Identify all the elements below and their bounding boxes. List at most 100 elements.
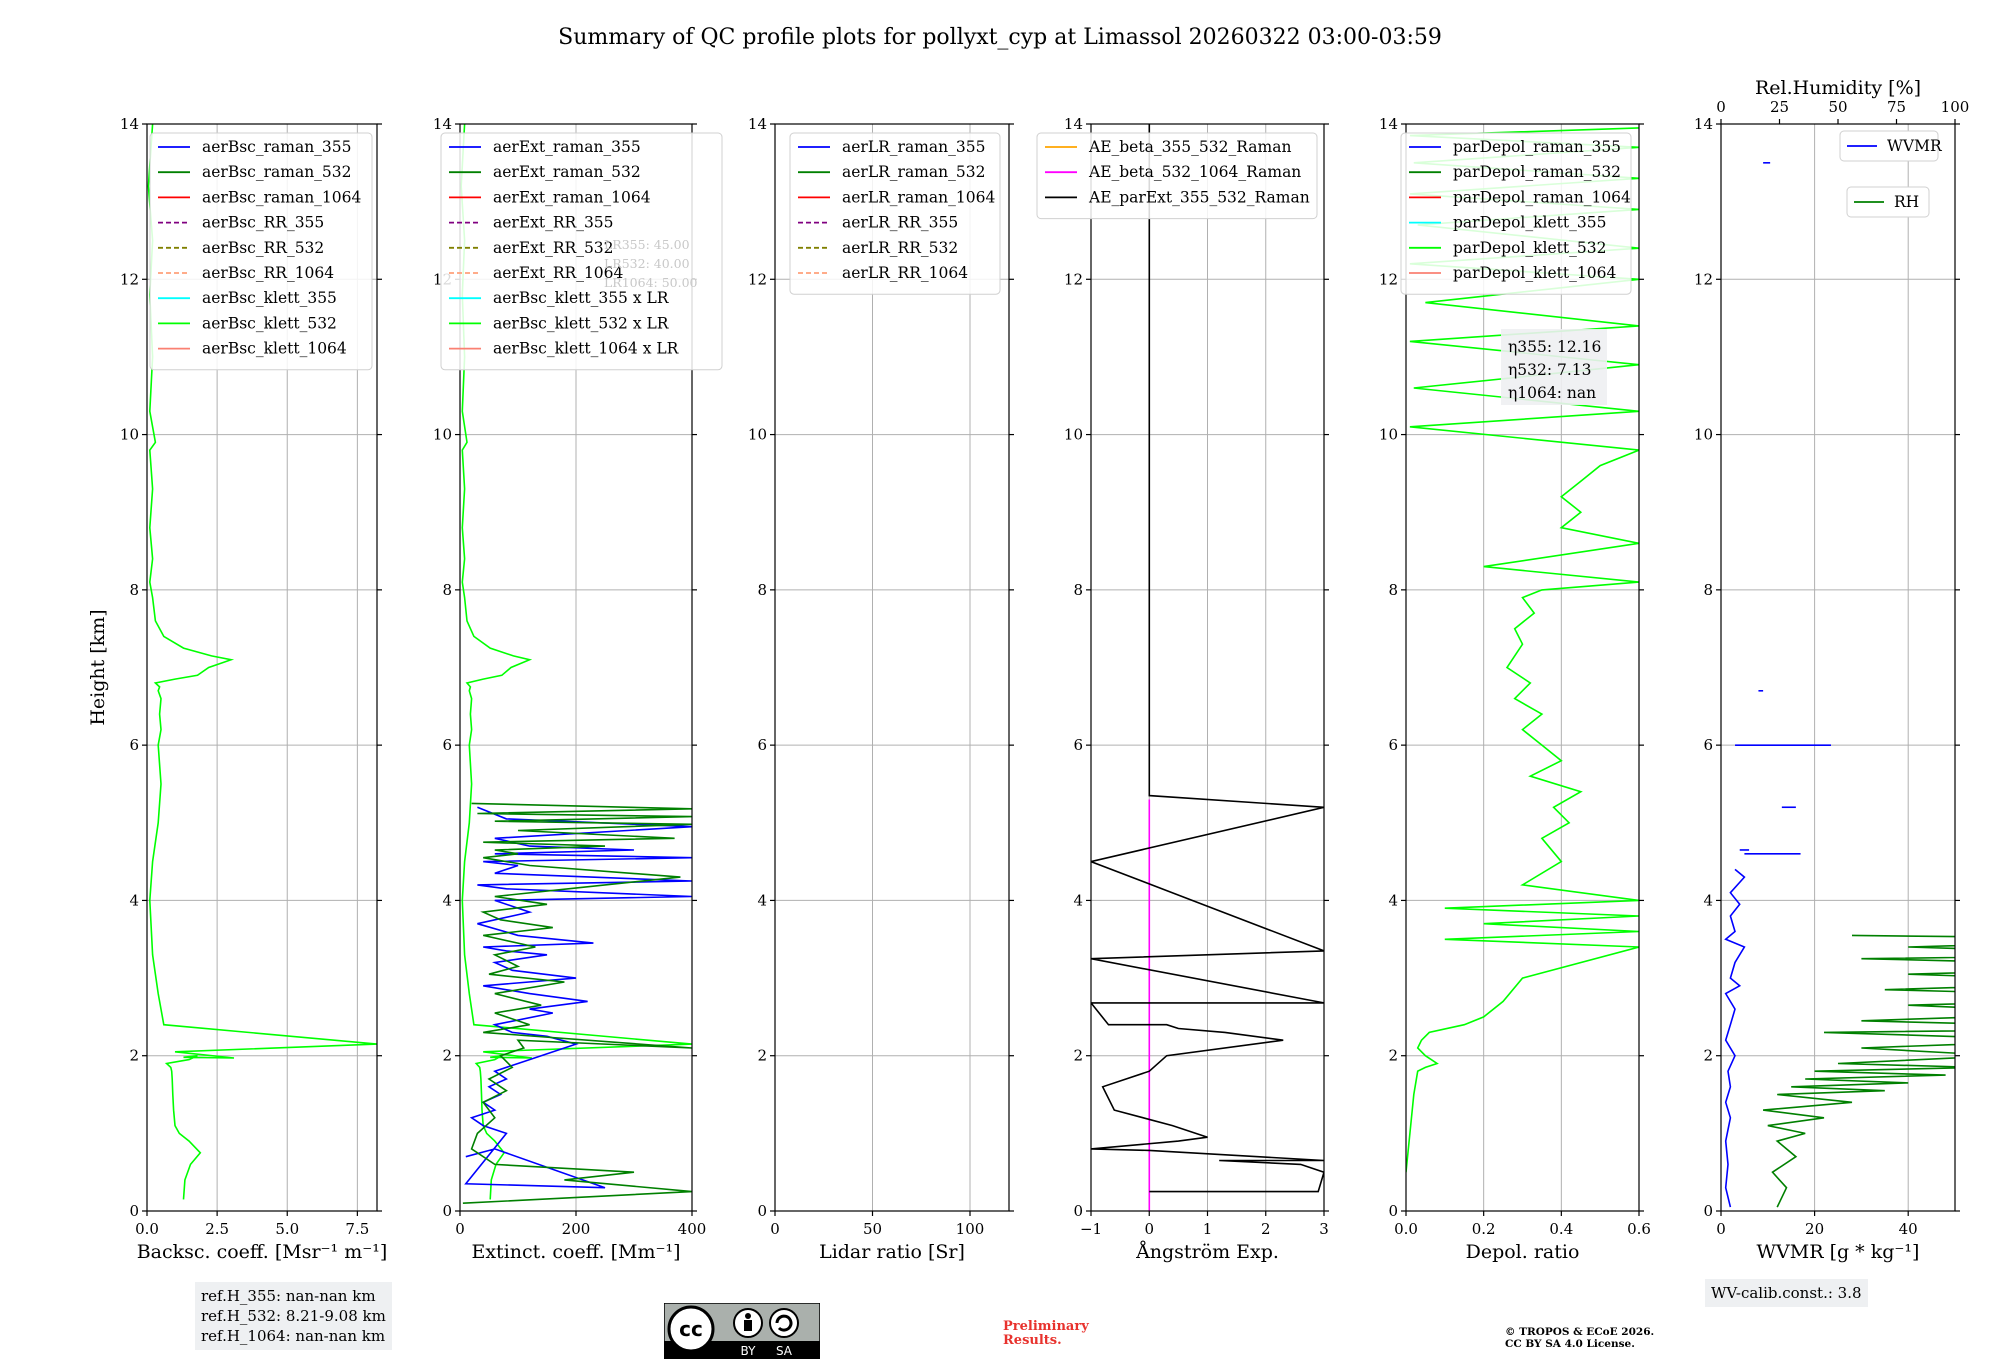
y-tick-label: 4 (129, 891, 139, 909)
y-tick-label: 2 (1073, 1047, 1083, 1065)
eta-label: η1064: nan (1508, 384, 1596, 402)
cc-by-sa-badge: cc BY SA (664, 1303, 820, 1359)
ref-height-532: ref.H_532: 8.21-9.08 km (201, 1307, 386, 1325)
x-tick-label: 0 (455, 1220, 465, 1238)
y-tick-label: 6 (1073, 736, 1083, 754)
legend-label: aerLR_raman_355 (842, 138, 985, 156)
x-tick-label: 0.2 (1472, 1220, 1496, 1238)
x-axis-label: Ångström Exp. (1135, 1241, 1279, 1263)
legend-label: aerLR_RR_532 (842, 239, 958, 257)
y-tick-label: 4 (1073, 891, 1083, 909)
y-tick-label: 0 (757, 1202, 767, 1220)
y-tick-label: 6 (1388, 736, 1398, 754)
x-tick-label: 1 (1203, 1220, 1213, 1238)
axes-frame (1720, 123, 1956, 1212)
legend-label: aerLR_RR_355 (842, 214, 958, 232)
y-tick-label: 14 (1694, 115, 1713, 133)
legend: aerExt_raman_355 aerExt_raman_532 aerExt_r… (440, 132, 723, 371)
y-tick-label: 0 (1073, 1202, 1083, 1220)
series-aerBsc_klett_532 x LR (460, 124, 692, 1200)
y-tick-label: 12 (748, 270, 767, 288)
wv-calib-text: WV-calib.const.: 3.8 (1711, 1284, 1862, 1302)
top-tick-label: 0 (1716, 98, 1726, 116)
y-tick-label: 2 (442, 1047, 452, 1065)
y-tick-label: 2 (1703, 1047, 1713, 1065)
panel-lr: 0 2 4 6 8 10 12 14 0 50 100 Lidar ratio [Sr] aerLR_r… (748, 115, 1014, 1263)
eta-label: η532: 7.13 (1508, 361, 1592, 379)
y-tick-label: 14 (1064, 115, 1083, 133)
figure-title: Summary of QC profile plots for pollyxt_… (558, 25, 1442, 50)
x-tick-label: 100 (956, 1220, 985, 1238)
x-tick-label: 5.0 (275, 1220, 299, 1238)
y-tick-label: 8 (1703, 581, 1713, 599)
y-tick-label: 4 (1388, 891, 1398, 909)
ref-height-1064: ref.H_1064: nan-nan km (201, 1327, 386, 1345)
y-tick-label: 6 (1703, 736, 1713, 754)
x-tick-label: 0.0 (135, 1220, 159, 1238)
x-tick-label: 0.0 (1394, 1220, 1418, 1238)
x-tick-label: 3 (1319, 1220, 1329, 1238)
y-tick-label: 14 (748, 115, 767, 133)
legend-label: parDepol_klett_532 (1453, 239, 1606, 257)
cc-icon (667, 1305, 715, 1353)
x-tick-label: 200 (562, 1220, 591, 1238)
top-tick-label: 100 (1941, 98, 1970, 116)
y-tick-label: 12 (1064, 270, 1083, 288)
copyright-line-2: CC BY SA 4.0 License. (1505, 1338, 1635, 1350)
legend-label: aerBsc_raman_532 (202, 163, 352, 181)
x-tick-label: 40 (1899, 1220, 1918, 1238)
cc-label: cc (679, 1317, 703, 1341)
legend-label: AE_parExt_355_532_Raman (1088, 188, 1310, 206)
top-axis-label: Rel.Humidity [%] (1755, 77, 1921, 99)
eta-label: η355: 12.16 (1508, 338, 1601, 356)
x-axis-label: WVMR [g * kg⁻¹] (1757, 1241, 1920, 1263)
legend-label: aerBsc_klett_532 (202, 314, 337, 332)
y-tick-label: 10 (120, 426, 139, 444)
legend-label: aerBsc_raman_1064 (202, 188, 362, 206)
legend-label: RH (1894, 193, 1919, 211)
y-tick-label: 14 (433, 115, 452, 133)
legend-label: aerExt_raman_532 (493, 163, 641, 181)
preliminary-line-2: Results. (1003, 1333, 1062, 1348)
legend-label: aerExt_raman_355 (493, 138, 641, 156)
x-axis-label: Extinct. coeff. [Mm⁻¹] (471, 1241, 680, 1263)
legend-label: aerLR_raman_532 (842, 163, 985, 181)
legend-label: aerBsc_RR_1064 (202, 264, 334, 282)
x-tick-label: −1 (1080, 1220, 1102, 1238)
y-tick-label: 0 (442, 1202, 452, 1220)
legend-label: aerBsc_klett_355 (202, 289, 337, 307)
y-tick-label: 10 (748, 426, 767, 444)
legend-label: aerBsc_klett_1064 x LR (493, 340, 680, 358)
legend-label: aerBsc_klett_532 x LR (493, 314, 670, 332)
legend: parDepol_raman_355 parDepol_raman_532 parD… (1400, 132, 1632, 295)
series-aerExt_raman_355 (464, 806, 692, 1189)
lr-label: LR532: 40.00 (604, 256, 690, 271)
legend-wvmr: WVMR (1839, 130, 1943, 162)
axes-frame (146, 123, 378, 1212)
y-tick-label: 8 (757, 581, 767, 599)
x-tick-label: 0 (1716, 1220, 1726, 1238)
legend: aerLR_raman_355 aerLR_raman_532 aerLR_rama… (789, 132, 1001, 295)
x-tick-label: 0 (770, 1220, 780, 1238)
y-tick-label: 10 (1379, 426, 1398, 444)
legend-label: parDepol_raman_532 (1453, 163, 1621, 181)
y-tick-label: 2 (129, 1047, 139, 1065)
legend-label: aerBsc_klett_355 x LR (493, 289, 670, 307)
y-tick-label: 12 (1694, 270, 1713, 288)
y-tick-label: 2 (1388, 1047, 1398, 1065)
legend-label: aerExt_RR_1064 (493, 264, 624, 282)
axes-frame (774, 123, 1010, 1212)
x-axis-label: Lidar ratio [Sr] (819, 1241, 965, 1263)
x-tick-label: 2 (1261, 1220, 1271, 1238)
x-tick-label: 0.4 (1549, 1220, 1573, 1238)
panel-ext: 024681012140200400Extinct. coeff. [Mm⁻¹]… (433, 115, 723, 1263)
legend-label: aerBsc_klett_1064 (202, 340, 347, 358)
y-tick-label: 8 (129, 581, 139, 599)
legend-label: aerLR_RR_1064 (842, 264, 968, 282)
series-RH (1762, 934, 1955, 1208)
y-tick-label: 2 (757, 1047, 767, 1065)
y-tick-label: 12 (120, 270, 139, 288)
top-tick-label: 75 (1887, 98, 1906, 116)
eta-box (1501, 329, 1607, 405)
